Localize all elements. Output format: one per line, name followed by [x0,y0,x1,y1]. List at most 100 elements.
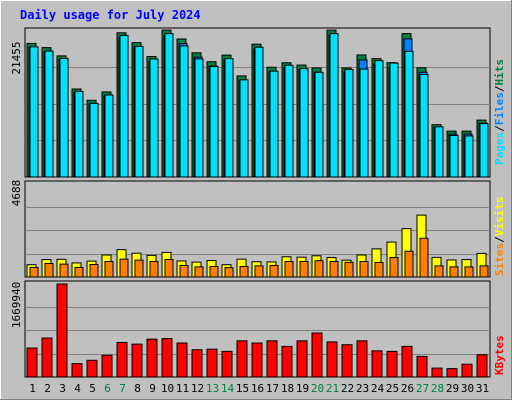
bar-visits [44,263,54,278]
bar-visits [74,266,84,278]
bar-pages [224,58,234,178]
bar-kbytes [431,367,443,378]
x-tick-label: 25 [386,382,399,395]
x-tick-label: 9 [149,382,156,395]
bars-hits-files-pages [26,29,489,178]
bar-pages [344,69,354,178]
bar-kbytes [131,343,143,378]
legend-separator: / [493,85,506,92]
bar-pages [44,50,54,178]
x-tick-label: 1 [29,382,36,395]
bar-pages [374,60,384,178]
bar-pages [329,33,339,178]
bar-pages [404,50,414,178]
bar-visits [194,266,204,278]
x-tick-label: 11 [176,382,189,395]
x-tick-label: 4 [74,382,81,395]
x-tick-label: 28 [431,382,444,395]
x-tick-label: 31 [476,382,489,395]
bar-visits [119,258,129,278]
bars-kbytes [26,283,488,378]
bar-pages [164,33,174,178]
bar-pages [389,62,399,178]
chart-title: Daily usage for July 2024 [20,8,201,22]
bar-kbytes [386,350,398,378]
bar-kbytes [41,337,53,378]
bar-pages [464,135,474,178]
bar-kbytes [86,359,98,378]
bar-kbytes [266,340,278,378]
legend-panel3: KBytes [493,335,506,375]
x-tick-label: 7 [119,382,126,395]
bar-visits [104,261,114,278]
bar-pages [434,126,444,178]
bar-pages [479,123,489,178]
x-tick-label: 10 [161,382,174,395]
bar-visits [479,265,489,278]
bar-visits [134,259,144,278]
x-tick-label: 26 [401,382,414,395]
bar-kbytes [236,340,248,378]
bar-visits [389,257,399,278]
bar-kbytes [116,341,128,378]
bar-kbytes [356,340,368,378]
bar-pages [29,46,39,178]
bar-visits [29,266,39,278]
x-tick-label: 3 [59,382,66,395]
bar-visits [284,261,294,278]
bar-pages [209,66,219,178]
bar-pages [104,94,114,178]
bar-visits [464,266,474,278]
legend-pages: Pages [493,132,506,165]
bar-pages [284,64,294,178]
x-tick-label: 29 [446,382,459,395]
x-tick-label: 2 [44,382,51,395]
y-tick-label-visits: 4688 [10,180,23,207]
bar-pages [89,102,99,178]
bar-visits [404,250,414,278]
bar-pages [134,45,144,178]
bar-kbytes [221,350,233,378]
legend-files: Files [493,92,506,125]
legend-separator: / [493,236,506,243]
bar-kbytes [146,338,158,378]
bar-kbytes [341,344,353,378]
x-tick-label: 27 [416,382,429,395]
bar-kbytes [206,348,218,378]
bar-kbytes [296,340,308,378]
x-axis-labels: 1 2 3 4 5 6 7 8 9 10 11 12 13 14 15 16 17 18 19 20 21 22 23 24 2… [29,382,489,395]
bar-kbytes [476,354,488,378]
bar-kbytes [71,363,83,378]
x-tick-label: 20 [311,382,324,395]
legend-kbytes: KBytes [493,335,506,375]
x-tick-label: 8 [134,382,141,395]
bar-pages [239,79,249,178]
x-tick-label: 19 [296,382,309,395]
x-tick-label: 6 [104,382,111,395]
bar-visits [329,261,339,278]
x-tick-label: 15 [236,382,249,395]
bar-visits [209,265,219,278]
bar-visits [419,237,429,278]
bar-visits [89,264,99,278]
bar-pages [119,34,129,178]
bar-visits [374,262,384,278]
x-tick-label: 18 [281,382,294,395]
y-tick-label-hits: 21455 [10,41,23,74]
bar-kbytes [26,347,38,378]
bar-kbytes [176,342,188,378]
legend-visits: Visits [493,197,506,237]
bar-visits [239,265,249,278]
bar-kbytes [461,363,473,378]
bar-visits [299,261,309,278]
bar-pages [254,46,264,178]
bar-kbytes [446,368,458,378]
x-tick-label: 14 [221,382,235,395]
x-tick-label: 24 [371,382,385,395]
bar-pages [194,58,204,178]
x-tick-label: 21 [326,382,339,395]
bar-pages [359,68,369,178]
bar-kbytes [161,338,173,378]
x-tick-label: 5 [89,382,96,395]
bar-visits [179,264,189,278]
